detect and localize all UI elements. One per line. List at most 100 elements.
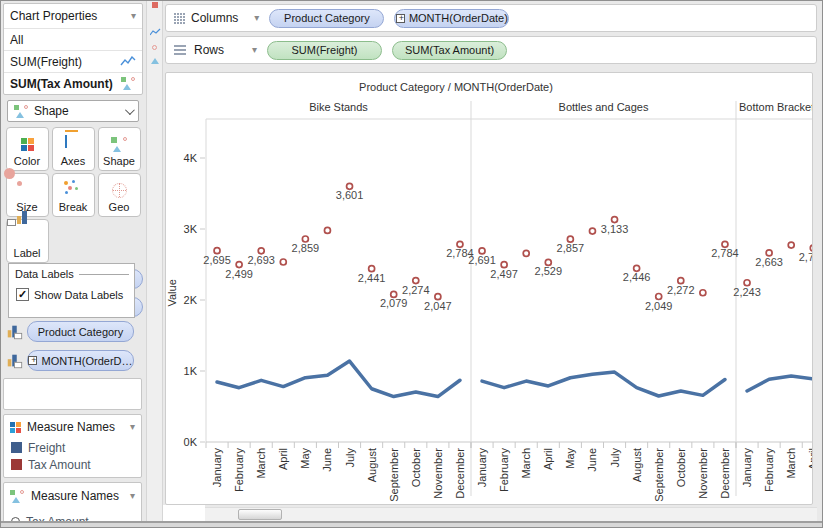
svg-text:2,857: 2,857 bbox=[557, 242, 585, 254]
data-labels-popup-title: Data Labels bbox=[15, 268, 74, 280]
mark-type-dropdown[interactable]: Shape bbox=[7, 100, 139, 122]
svg-text:2,784: 2,784 bbox=[711, 247, 739, 259]
svg-text:2,695: 2,695 bbox=[203, 254, 231, 266]
axes-icon bbox=[62, 134, 84, 154]
freight-swatch bbox=[11, 442, 22, 453]
svg-text:February: February bbox=[763, 448, 775, 493]
rows-pill-sum-tax-amount[interactable]: SUM(Tax Amount) bbox=[392, 41, 507, 60]
chart-properties-header[interactable]: Chart Properties ▾ bbox=[4, 4, 142, 28]
svg-text:April: April bbox=[277, 448, 289, 470]
color-legend-icon bbox=[10, 422, 21, 433]
chart-title: Product Category / MONTH(OrderDate) bbox=[166, 81, 746, 93]
field-bars-icon bbox=[7, 324, 22, 338]
rows-pill-sum-freight[interactable]: SUM(Freight) bbox=[267, 41, 382, 60]
svg-text:2,691: 2,691 bbox=[468, 254, 496, 266]
svg-text:August: August bbox=[631, 448, 643, 482]
axes-button[interactable]: Axes bbox=[52, 127, 95, 171]
svg-text:September: September bbox=[388, 448, 400, 502]
svg-text:2,047: 2,047 bbox=[424, 300, 452, 312]
svg-text:January: January bbox=[741, 448, 753, 488]
color-button[interactable]: Color bbox=[6, 127, 49, 171]
svg-text:May: May bbox=[564, 448, 576, 469]
svg-text:2,499: 2,499 bbox=[225, 268, 253, 280]
mini-red-icon bbox=[152, 2, 158, 8]
size-icon bbox=[16, 180, 38, 200]
svg-text:2,497: 2,497 bbox=[490, 268, 518, 280]
shape-button[interactable]: Shape bbox=[98, 127, 141, 171]
collapsed-pane-strip[interactable] bbox=[146, 0, 163, 528]
legend-entry-freight[interactable]: Freight bbox=[4, 439, 141, 456]
rows-shelf[interactable]: Rows ▾ SUM(Freight) SUM(Tax Amount) bbox=[165, 36, 817, 64]
dropdown-caret-icon[interactable]: ▾ bbox=[254, 13, 259, 23]
size-button[interactable]: Size bbox=[6, 173, 49, 217]
svg-text:October: October bbox=[410, 448, 422, 487]
svg-text:February: February bbox=[233, 448, 245, 493]
svg-text:December: December bbox=[719, 448, 731, 499]
legend-header[interactable]: Measure Names ▾ bbox=[4, 483, 141, 509]
svg-text:January: January bbox=[211, 448, 223, 488]
break-button[interactable]: Break bbox=[52, 173, 95, 217]
month-orderdate-pill[interactable]: MONTH(OrderD… bbox=[27, 350, 134, 371]
svg-text:3K: 3K bbox=[184, 223, 198, 235]
columns-pill-month-orderdate[interactable]: MONTH(OrderDate) bbox=[394, 9, 509, 28]
columns-shelf[interactable]: Columns ▾ Product Category MONTH(OrderDa… bbox=[165, 4, 817, 32]
label-icon bbox=[16, 226, 38, 246]
svg-text:November: November bbox=[697, 448, 709, 499]
svg-text:2,859: 2,859 bbox=[292, 242, 320, 254]
svg-text:October: October bbox=[675, 448, 687, 487]
horizontal-scrollbar[interactable] bbox=[205, 507, 817, 521]
rows-label: Rows bbox=[194, 43, 224, 57]
measure-names-color-legend: Measure Names ▾ Freight Tax Amount bbox=[3, 414, 142, 478]
svg-text:2,446: 2,446 bbox=[623, 271, 651, 283]
geo-button[interactable]: Geo bbox=[98, 173, 141, 217]
empty-card bbox=[3, 378, 142, 410]
marks-field-row: MONTH(OrderD… bbox=[6, 350, 134, 371]
svg-text:2K: 2K bbox=[184, 294, 198, 306]
chart-properties-panel: Chart Properties ▾ All SUM(Freight) SUM(… bbox=[0, 0, 146, 528]
chart-svg[interactable]: 0K1K2K3K4KValueJanuaryFebruaryMarchApril… bbox=[166, 97, 813, 505]
chart-canvas[interactable]: Product Category / MONTH(OrderDate) Bike… bbox=[165, 72, 813, 505]
mini-circle-icon bbox=[152, 45, 157, 50]
columns-pill-product-category[interactable]: Product Category bbox=[269, 9, 384, 28]
svg-text:2,272: 2,272 bbox=[667, 284, 695, 296]
expand-icon[interactable] bbox=[396, 14, 405, 23]
svg-text:May: May bbox=[299, 448, 311, 469]
svg-text:2,693: 2,693 bbox=[247, 254, 275, 266]
show-data-labels-label: Show Data Labels bbox=[34, 289, 123, 301]
svg-text:July: July bbox=[344, 448, 356, 468]
legend-entry-tax-amount[interactable]: Tax Amount bbox=[4, 456, 141, 473]
svg-text:2,243: 2,243 bbox=[733, 286, 761, 298]
mini-line-chart-icon bbox=[150, 28, 161, 36]
properties-item-tax-amount[interactable]: SUM(Tax Amount) bbox=[4, 72, 142, 94]
chart-properties-title: Chart Properties bbox=[10, 9, 97, 23]
svg-text:December: December bbox=[454, 448, 466, 499]
svg-text:July: July bbox=[609, 448, 621, 468]
svg-text:2,079: 2,079 bbox=[380, 297, 408, 309]
marks-field-row: Product Category bbox=[6, 321, 134, 342]
svg-text:2,529: 2,529 bbox=[535, 265, 563, 277]
window-bottom-strip bbox=[0, 523, 823, 528]
shape-icon bbox=[108, 134, 130, 154]
svg-text:April: April bbox=[542, 448, 554, 470]
dropdown-caret-icon[interactable]: ▾ bbox=[252, 45, 257, 55]
svg-text:March: March bbox=[785, 448, 797, 479]
dropdown-caret-icon: ▾ bbox=[130, 422, 135, 432]
svg-text:2,049: 2,049 bbox=[645, 300, 673, 312]
shape-marks-icon bbox=[14, 105, 29, 118]
label-button[interactable]: Label bbox=[6, 219, 49, 263]
svg-text:2,663: 2,663 bbox=[755, 256, 783, 268]
svg-text:1K: 1K bbox=[184, 365, 198, 377]
legend-header[interactable]: Measure Names ▾ bbox=[4, 415, 141, 439]
product-category-pill[interactable]: Product Category bbox=[27, 321, 134, 342]
svg-text:April: April bbox=[807, 448, 813, 470]
svg-text:June: June bbox=[321, 448, 333, 472]
scrollbar-thumb[interactable] bbox=[238, 509, 282, 520]
svg-text:September: September bbox=[653, 448, 665, 502]
properties-item-all[interactable]: All bbox=[4, 28, 142, 50]
properties-item-freight[interactable]: SUM(Freight) bbox=[4, 50, 142, 72]
svg-text:2,7: 2,7 bbox=[799, 251, 813, 263]
show-data-labels-checkbox[interactable]: ✓ bbox=[16, 288, 29, 301]
expand-icon[interactable] bbox=[28, 356, 37, 365]
break-icon bbox=[62, 180, 84, 200]
svg-text:November: November bbox=[432, 448, 444, 499]
